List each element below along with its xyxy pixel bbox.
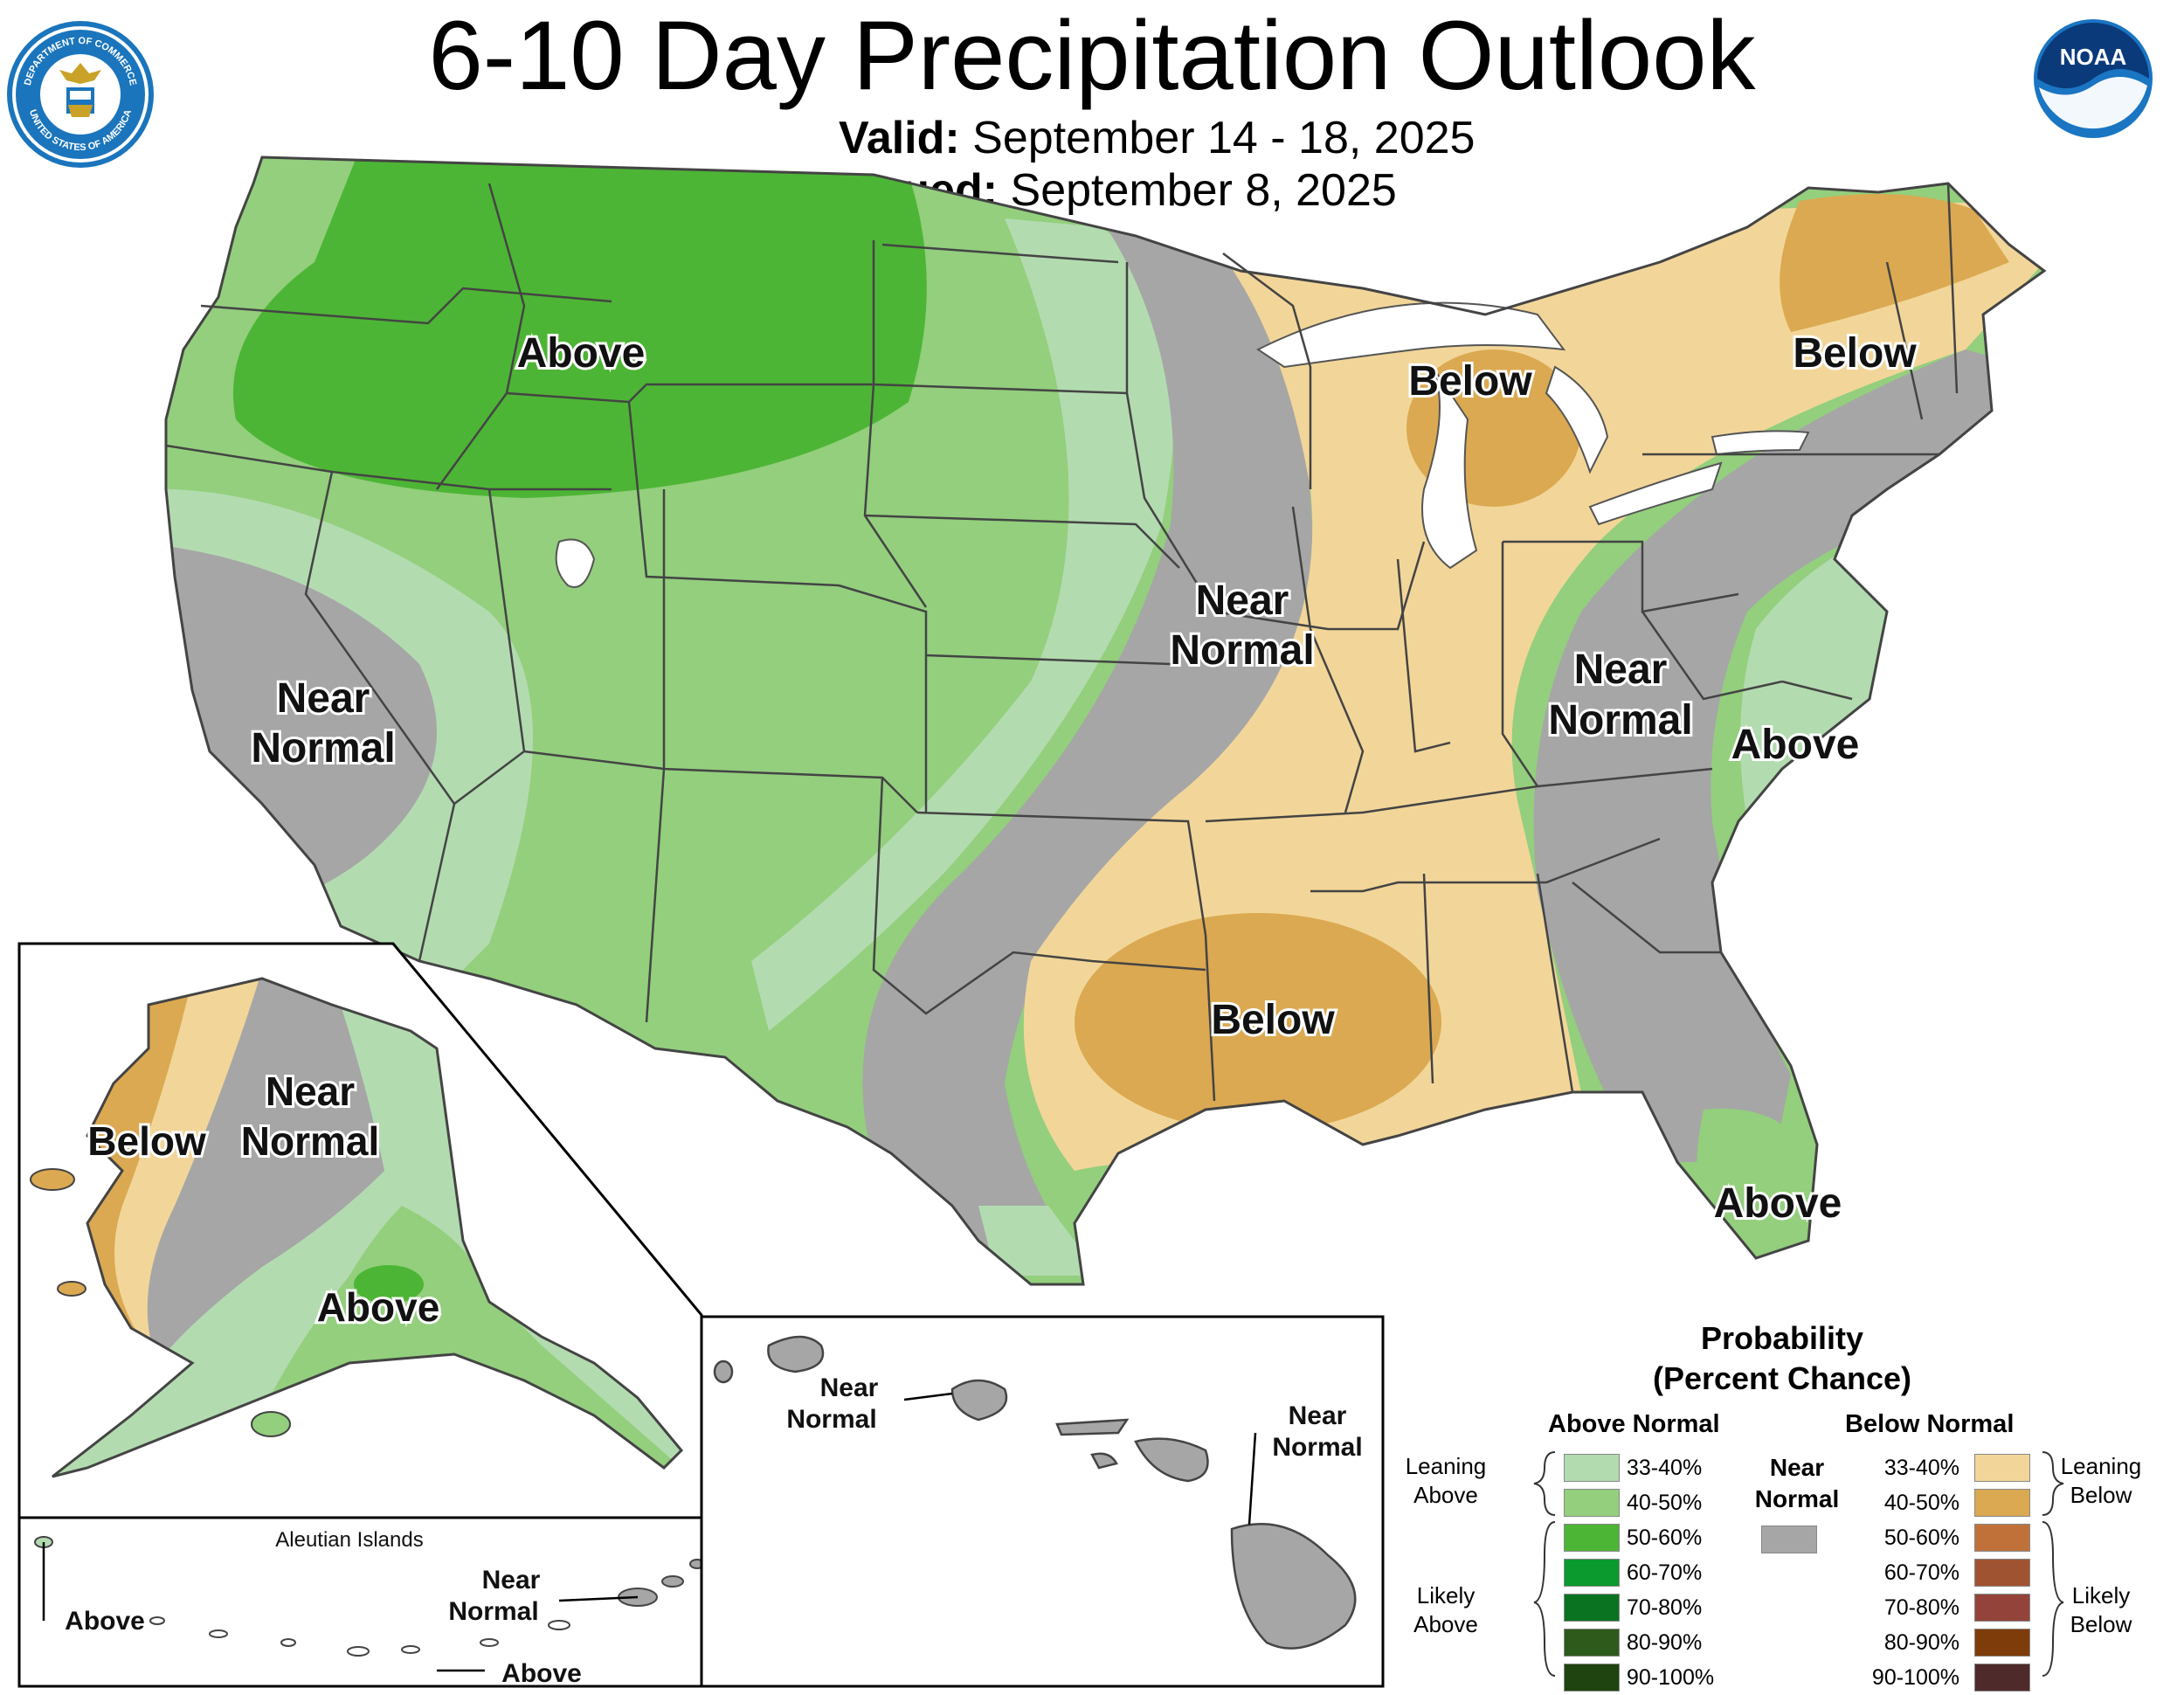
label-california-near: Near: [277, 675, 370, 722]
legend-above-label-6: 90-100%: [1627, 1664, 1715, 1690]
label-hawaii-west-near: Near: [820, 1373, 879, 1402]
legend-below-swatch-2: [1974, 1524, 2030, 1552]
legend-leaning-above: Leaning Above: [1405, 1453, 1487, 1508]
legend-below-swatch-4: [1974, 1594, 2030, 1622]
legend-brackets: [1533, 1451, 2064, 1677]
legend-above-label-4: 70-80%: [1627, 1595, 1703, 1620]
label-northwest-above: Above: [517, 330, 646, 377]
label-aleutian-above-south: Above: [501, 1659, 582, 1688]
label-aleutian-normal: Normal: [448, 1597, 538, 1626]
label-hawaii-east-near: Near: [1289, 1401, 1347, 1430]
legend-above-swatch-4: [1564, 1594, 1620, 1622]
label-appalachia-near: Near: [1574, 647, 1668, 693]
label-great-lakes-below: Below: [1408, 358, 1532, 405]
label-california-normal: Normal: [251, 725, 395, 771]
legend-above-label-0: 33-40%: [1627, 1455, 1703, 1480]
label-hawaii-east-normal: Normal: [1272, 1433, 1362, 1462]
label-alaska-above: Above: [317, 1284, 440, 1330]
legend-below-header: Below Normal: [1845, 1410, 2015, 1438]
legend-above-label-5: 80-90%: [1627, 1629, 1703, 1655]
commerce-seal-logo: DEPARTMENT OF COMMERCE UNITED STATES OF …: [7, 21, 154, 168]
hawaii-inset: Near Normal Near Normal: [700, 1315, 1385, 1688]
legend-below-label-2: 50-60%: [1883, 1525, 1959, 1550]
great-lakes: [555, 301, 1810, 588]
aleutian-inset: Aleutian Islands Above Near Normal Above: [17, 1516, 705, 1688]
legend-below-swatch-1: [1974, 1489, 2030, 1517]
legend-above-label-1: 40-50%: [1627, 1490, 1703, 1515]
label-alaska-normal: Normal: [241, 1118, 379, 1164]
legend-below-label-1: 40-50%: [1883, 1490, 1959, 1515]
label-aleutian-above-west: Above: [65, 1607, 145, 1636]
legend-title: Probability: [1700, 1320, 1864, 1356]
state-borders: [164, 156, 2047, 1286]
map-title: 6-10 Day Precipitation Outlook: [428, 1, 1756, 110]
label-plains-normal: Normal: [1170, 627, 1314, 674]
legend-above-header: Above Normal: [1548, 1410, 1720, 1438]
label-alaska-below: Below: [87, 1118, 206, 1164]
legend-below-label-4: 70-80%: [1883, 1595, 1959, 1620]
valid-period: Valid: September 14 - 18, 2025: [839, 112, 1475, 164]
legend-subtitle: (Percent Chance): [1652, 1360, 1912, 1396]
probability-legend: Probability (Percent Chance) Above Norma…: [1398, 1319, 2167, 1692]
label-florida-above: Above: [1714, 1180, 1842, 1227]
label-aleutian-near: Near: [482, 1566, 541, 1595]
legend-leaning-below: Leaning Below: [2060, 1453, 2142, 1508]
legend-below-swatch-5: [1974, 1629, 2030, 1657]
valid-label: Valid:: [839, 113, 960, 163]
legend-above-swatch-0: [1564, 1454, 1620, 1482]
valid-value: September 14 - 18, 2025: [972, 113, 1476, 163]
aleutian-title: Aleutian Islands: [275, 1528, 423, 1552]
label-appalachia-normal: Normal: [1548, 697, 1692, 744]
legend-above-swatch-3: [1564, 1559, 1620, 1587]
svg-text:NOAA: NOAA: [2060, 44, 2127, 70]
legend-above-swatch-2: [1564, 1524, 1620, 1552]
label-mid-atlantic-above: Above: [1731, 722, 1860, 768]
alaska-inset: Below Near Normal Above: [17, 942, 703, 1519]
label-hawaii-west-normal: Normal: [786, 1405, 876, 1434]
issued-value: September 8, 2025: [1010, 165, 1397, 216]
label-gulf-below: Below: [1211, 997, 1335, 1043]
legend-below-swatch-0: [1974, 1454, 2030, 1482]
legend-likely-below: Likely Below: [2070, 1582, 2132, 1637]
legend-below-label-6: 90-100%: [1871, 1664, 1959, 1690]
legend-above-label-2: 50-60%: [1627, 1525, 1703, 1550]
legend-near-label-2: Normal: [1754, 1485, 1840, 1512]
legend-below-label-5: 80-90%: [1883, 1629, 1959, 1655]
legend-below-swatch-3: [1974, 1559, 2030, 1587]
legend-above-swatch-1: [1564, 1489, 1620, 1517]
label-plains-near: Near: [1196, 578, 1289, 624]
label-alaska-near: Near: [266, 1069, 355, 1114]
label-new-england-below: Below: [1793, 330, 1917, 377]
legend-near-swatch: [1761, 1526, 1817, 1553]
legend-above-label-3: 60-70%: [1627, 1560, 1703, 1585]
legend-likely-above: Likely Above: [1413, 1582, 1478, 1637]
legend-below-label-0: 33-40%: [1883, 1455, 1959, 1480]
legend-below-label-3: 60-70%: [1883, 1560, 1959, 1585]
legend-above-swatch-5: [1564, 1629, 1620, 1657]
noaa-logo: NOAA: [2034, 19, 2153, 138]
legend-near-label-1: Near: [1769, 1454, 1825, 1481]
